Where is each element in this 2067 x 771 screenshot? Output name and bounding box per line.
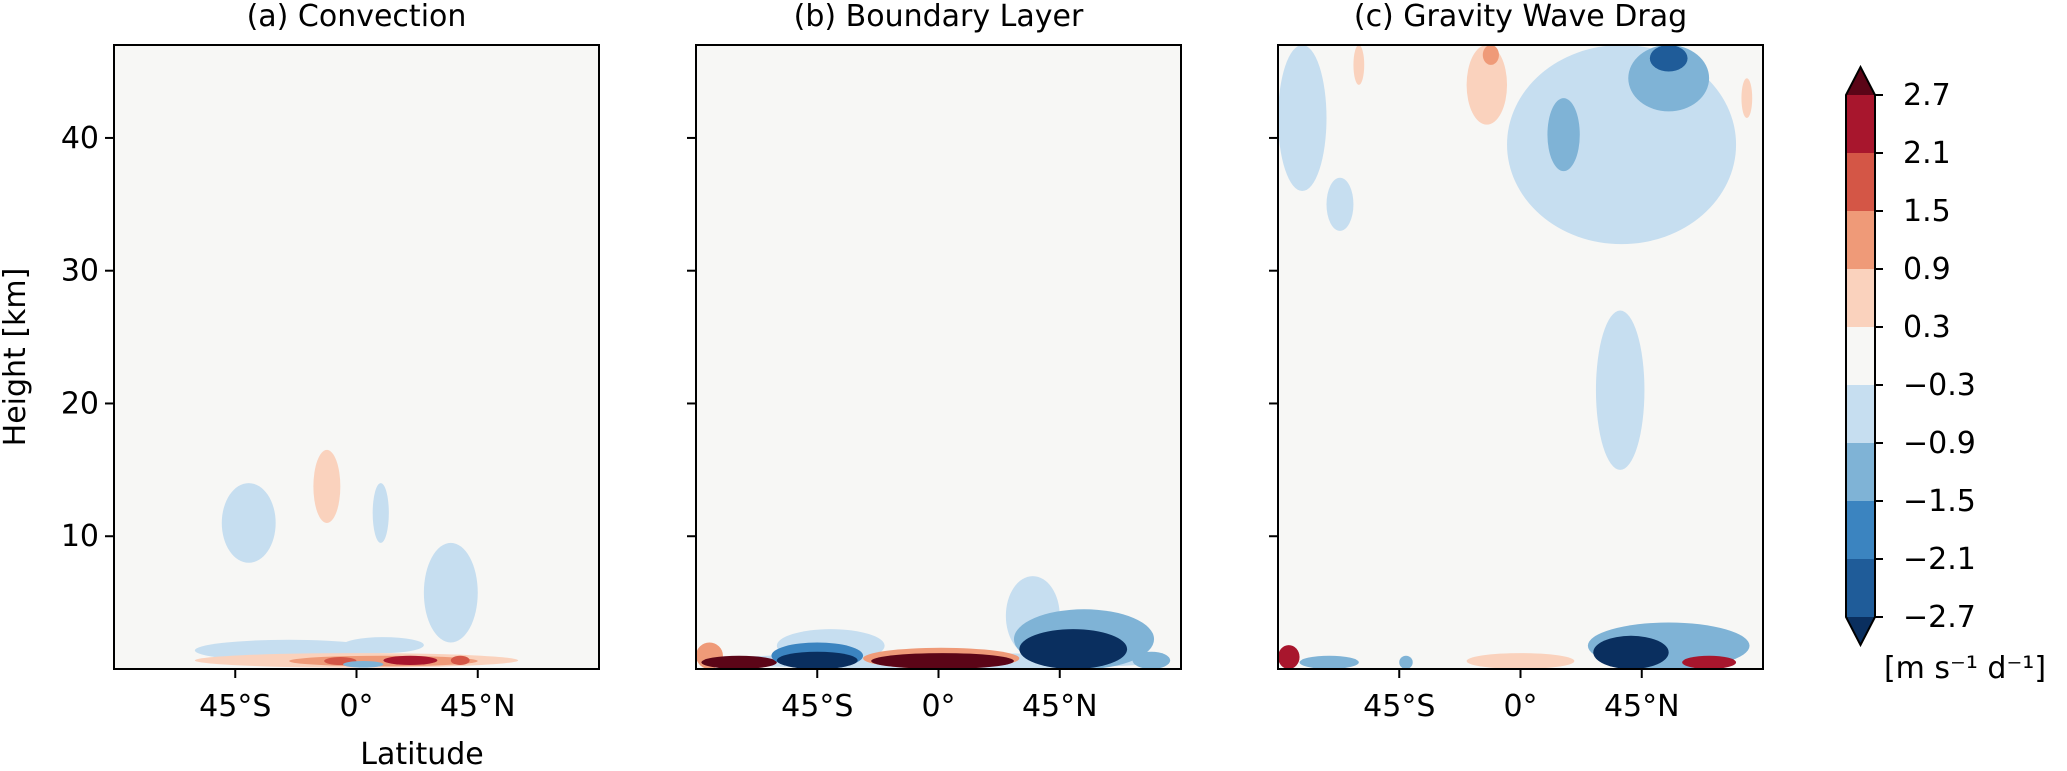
x-tick-label: 45°S	[1363, 689, 1435, 724]
plot-area	[1278, 45, 1763, 669]
colorbar-tick-label: −2.7	[1903, 600, 1976, 635]
contour-region	[1741, 78, 1753, 119]
x-tick-label: 0°	[339, 689, 373, 724]
plot-area	[114, 45, 599, 669]
colorbar-tick-label: 2.7	[1903, 78, 1951, 113]
panel-boundary-layer: (b) Boundary Layer 45°S 0° 45°N	[687, 0, 1182, 724]
colorbar-segment	[1846, 501, 1875, 559]
x-axis-label: Latitude	[360, 737, 483, 767]
panel-convection: (a) Convection Height [km] Latitude 45°S…	[0, 0, 600, 771]
contour-region	[1019, 629, 1128, 669]
contour-region	[1326, 177, 1354, 231]
colorbar: [m s⁻¹ d⁻¹] 2.7 2.1 1.5 0.9 0.3 −0.3 −0.9 −1.5 −…	[1845, 64, 2046, 686]
colorbar-extend-low	[1846, 617, 1875, 645]
panel-title: (b) Boundary Layer	[794, 0, 1084, 34]
x-tick-label: 0°	[1503, 689, 1537, 724]
contour-region	[1482, 45, 1499, 65]
colorbar-tick-label: 2.1	[1903, 136, 1951, 171]
colorbar-segment	[1846, 211, 1875, 269]
panel-gravity-wave-drag: (c) Gravity Wave Drag 45°S 0° 45°N	[1269, 0, 1764, 724]
contour-region	[450, 655, 470, 666]
contour-region	[313, 449, 341, 523]
contour-region	[1628, 45, 1710, 112]
contour-region	[1466, 653, 1575, 669]
y-axis-label: Height [km]	[0, 268, 33, 447]
contour-fields	[1278, 45, 1753, 669]
contour-region	[343, 637, 424, 654]
contour-region	[871, 653, 1014, 669]
panel-title: (c) Gravity Wave Drag	[1354, 0, 1687, 34]
contour-region	[221, 483, 276, 563]
x-tick-label: 45°N	[1604, 689, 1680, 724]
contour-region	[1278, 645, 1300, 669]
colorbar-segment	[1846, 385, 1875, 443]
y-tick-label: 20	[61, 386, 99, 421]
x-tick-label: 45°S	[199, 689, 271, 724]
y-tick-label: 40	[61, 121, 99, 156]
contour-region	[701, 655, 777, 669]
contour-region	[1466, 45, 1508, 125]
x-tick-label: 45°N	[440, 689, 516, 724]
colorbar-tick-label: −0.9	[1903, 426, 1976, 461]
contour-region	[372, 483, 389, 543]
x-tick-label: 45°S	[781, 689, 853, 724]
contour-region	[776, 651, 858, 669]
contour-fields	[696, 576, 1171, 669]
contour-region	[1299, 655, 1359, 669]
contour-region	[289, 655, 478, 667]
colorbar-tick-label: −2.1	[1903, 542, 1976, 577]
colorbar-segment	[1846, 153, 1875, 211]
colorbar-tick-label: 0.9	[1903, 252, 1951, 287]
contour-fields	[194, 449, 519, 668]
colorbar-segment	[1846, 95, 1875, 153]
colorbar-segment	[1846, 443, 1875, 501]
contour-region	[383, 655, 438, 666]
colorbar-tick-label: −0.3	[1903, 368, 1976, 403]
y-tick-label: 10	[61, 519, 99, 554]
contour-region	[423, 542, 478, 643]
contour-region	[1682, 655, 1737, 669]
contour-region	[343, 661, 384, 668]
contour-region	[1547, 98, 1580, 172]
contour-region	[1353, 45, 1365, 85]
colorbar-tick-label: 1.5	[1903, 194, 1951, 229]
colorbar-segment	[1846, 269, 1875, 327]
colorbar-tick-label: 0.3	[1903, 310, 1951, 345]
contour-region	[1399, 655, 1413, 669]
contour-region	[1132, 651, 1171, 669]
panel-title: (a) Convection	[247, 0, 467, 34]
x-tick-label: 45°N	[1022, 689, 1098, 724]
contour-region	[1595, 310, 1645, 470]
plot-background	[696, 45, 1181, 669]
colorbar-units-label: [m s⁻¹ d⁻¹]	[1884, 651, 2046, 686]
contour-region	[1649, 45, 1688, 72]
y-tick-label: 30	[61, 254, 99, 289]
contour-region	[1278, 45, 1327, 192]
plot-background	[114, 45, 599, 669]
colorbar-tick-label: −1.5	[1903, 484, 1976, 519]
contour-region	[1593, 635, 1669, 669]
colorbar-segment	[1846, 559, 1875, 617]
plot-area	[696, 45, 1181, 669]
colorbar-segment	[1846, 327, 1875, 385]
x-tick-label: 0°	[921, 689, 955, 724]
colorbar-extend-high	[1846, 67, 1875, 95]
